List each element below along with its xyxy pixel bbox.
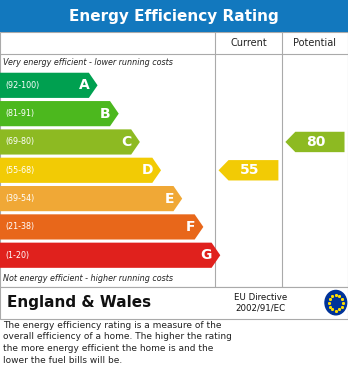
Polygon shape: [0, 243, 220, 268]
Text: G: G: [201, 248, 212, 262]
Polygon shape: [0, 73, 97, 98]
Text: England & Wales: England & Wales: [7, 295, 151, 310]
Text: (1-20): (1-20): [5, 251, 29, 260]
Text: Very energy efficient - lower running costs: Very energy efficient - lower running co…: [3, 58, 173, 67]
Text: F: F: [185, 220, 195, 234]
Text: (81-91): (81-91): [5, 109, 34, 118]
Text: Current: Current: [230, 38, 267, 48]
Bar: [0, 287, 348, 319]
Circle shape: [325, 291, 347, 315]
Text: A: A: [79, 78, 89, 92]
Text: 55: 55: [240, 163, 259, 177]
Text: Potential: Potential: [293, 38, 337, 48]
Polygon shape: [0, 186, 182, 211]
Polygon shape: [0, 101, 119, 126]
Text: The energy efficiency rating is a measure of the
overall efficiency of a home. T: The energy efficiency rating is a measur…: [3, 321, 232, 365]
Bar: [0, 0, 348, 32]
Text: (92-100): (92-100): [5, 81, 39, 90]
Text: 80: 80: [306, 135, 326, 149]
Text: (69-80): (69-80): [5, 138, 34, 147]
Text: D: D: [141, 163, 153, 177]
Text: EU Directive
2002/91/EC: EU Directive 2002/91/EC: [234, 293, 287, 312]
Text: (55-68): (55-68): [5, 166, 34, 175]
Text: E: E: [165, 192, 174, 206]
Polygon shape: [0, 158, 161, 183]
Text: (21-38): (21-38): [5, 222, 34, 231]
Polygon shape: [0, 214, 203, 240]
Polygon shape: [0, 129, 140, 154]
Text: (39-54): (39-54): [5, 194, 34, 203]
Polygon shape: [285, 132, 345, 152]
Text: C: C: [121, 135, 132, 149]
Polygon shape: [219, 160, 278, 181]
Text: Energy Efficiency Rating: Energy Efficiency Rating: [69, 9, 279, 23]
Text: Not energy efficient - higher running costs: Not energy efficient - higher running co…: [3, 273, 174, 283]
Bar: [0, 32, 348, 287]
Text: B: B: [100, 107, 110, 121]
